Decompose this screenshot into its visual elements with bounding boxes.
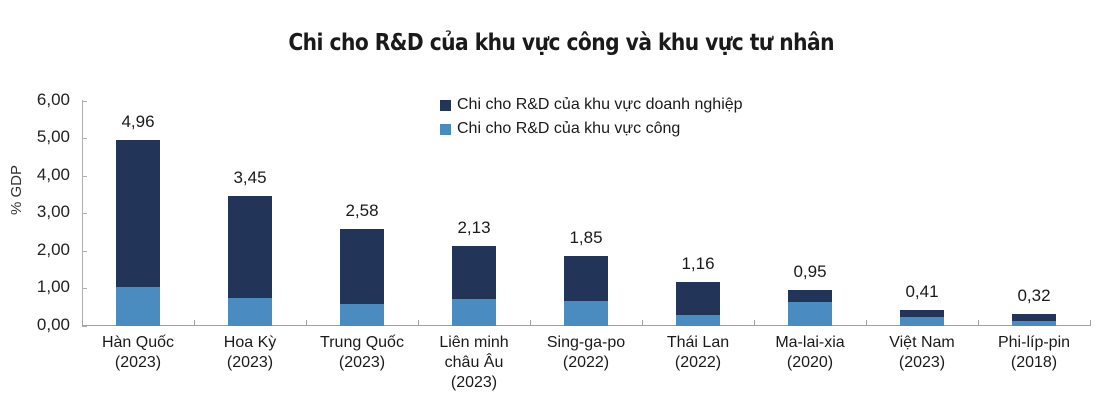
legend-label-public: Chi cho R&D của khu vực công (457, 120, 681, 137)
bar-segment-public (228, 297, 272, 326)
y-tick-label: 6,00 (36, 89, 70, 109)
bar-segment-public (116, 286, 160, 326)
bar-value-label: 0,95 (793, 261, 827, 281)
y-tick-mark (82, 213, 87, 214)
stacked-bar (116, 139, 160, 326)
bar-segment-public (340, 303, 384, 326)
bar-value-label: 1,85 (569, 228, 603, 248)
x-category-label: Hàn Quốc (2023) (101, 334, 175, 371)
legend-item-private: Chi cho R&D của khu vực doanh nghiệp (440, 93, 743, 117)
bar-value-label: 1,16 (681, 254, 715, 273)
y-tick-mark (82, 326, 87, 327)
x-category-label: Việt Nam (2023) (889, 334, 955, 371)
bar-value-label: 0,41 (905, 282, 939, 302)
x-category-label: Trung Quốc (2023) (320, 334, 404, 371)
legend: Chi cho R&D của khu vực doanh nghiệp Chi… (440, 93, 743, 141)
x-category-label: Thái Lan (2022) (666, 334, 730, 371)
bar-value-label: 4,96 (121, 111, 155, 131)
bar-segment-private (788, 289, 832, 302)
x-category-label: Hoa Kỳ (2023) (223, 334, 277, 371)
legend-item-public: Chi cho R&D của khu vực công (440, 117, 743, 141)
stacked-bar (564, 256, 608, 326)
y-tick-label: 1,00 (36, 277, 70, 296)
y-tick-label: 3,00 (36, 202, 70, 221)
x-tick-mark (306, 320, 307, 326)
legend-swatch-public (440, 123, 451, 135)
chart-title-text: Chi cho R&D của khu vực công và khu vực … (288, 30, 835, 56)
y-tick-label: 5,00 (36, 127, 70, 146)
x-tick-mark (194, 320, 195, 326)
y-axis-line (82, 100, 83, 326)
bar-segment-private (900, 310, 944, 318)
legend-swatch-private (440, 99, 451, 111)
stacked-bar (228, 196, 272, 326)
bar-value-label: 2,58 (345, 200, 379, 220)
bar-segment-public (676, 314, 720, 326)
x-tick-mark (82, 320, 83, 326)
y-tick-mark (82, 288, 87, 289)
x-tick-mark (754, 320, 755, 326)
bar-segment-private (340, 228, 384, 304)
bar-segment-public (900, 317, 944, 326)
bar-value-label: 3,45 (233, 168, 267, 188)
bar-segment-public (788, 301, 832, 326)
x-tick-mark (1090, 320, 1091, 326)
x-tick-mark (978, 320, 979, 326)
stacked-bar (788, 289, 832, 326)
bar-segment-private (564, 256, 608, 301)
y-tick-mark (82, 101, 87, 102)
chart-title: Chi cho R&D của khu vực công và khu vực … (74, 30, 1049, 56)
x-tick-mark (530, 320, 531, 326)
y-tick-mark (82, 138, 87, 139)
stacked-bar (900, 310, 944, 326)
x-category-label: Ma-lai-xia (2020) (775, 334, 845, 371)
legend-label-private: Chi cho R&D của khu vực doanh nghiệp (457, 96, 743, 113)
y-tick-label: 2,00 (36, 239, 70, 259)
bar-segment-public (564, 300, 608, 326)
y-tick-mark (82, 176, 87, 177)
y-tick-label: 4,00 (36, 164, 70, 184)
bar-segment-private (116, 139, 160, 287)
x-axis-line (82, 325, 1090, 326)
bar-segment-private (452, 245, 496, 299)
bar-segment-public (1012, 320, 1056, 326)
bar-segment-private (1012, 313, 1056, 321)
x-tick-mark (642, 320, 643, 326)
stacked-bar (676, 282, 720, 326)
stacked-bar (1012, 313, 1056, 326)
x-category-label: Liên minh châu Âu (2023) (439, 334, 509, 391)
y-tick-mark (82, 251, 87, 252)
y-tick-label: 0,00 (36, 314, 70, 334)
x-category-label: Sing-ga-po (2022) (546, 334, 626, 371)
bar-value-label: 0,32 (1017, 285, 1051, 305)
bar-segment-private (228, 196, 272, 298)
stacked-bar (340, 228, 384, 326)
bar-segment-private (676, 282, 720, 315)
x-category-label: Phi-líp-pin (2018) (997, 334, 1071, 371)
x-tick-mark (418, 320, 419, 326)
bar-value-label: 2,13 (457, 217, 491, 237)
x-tick-mark (866, 320, 867, 326)
stacked-bar (452, 245, 496, 326)
bar-segment-public (452, 298, 496, 326)
